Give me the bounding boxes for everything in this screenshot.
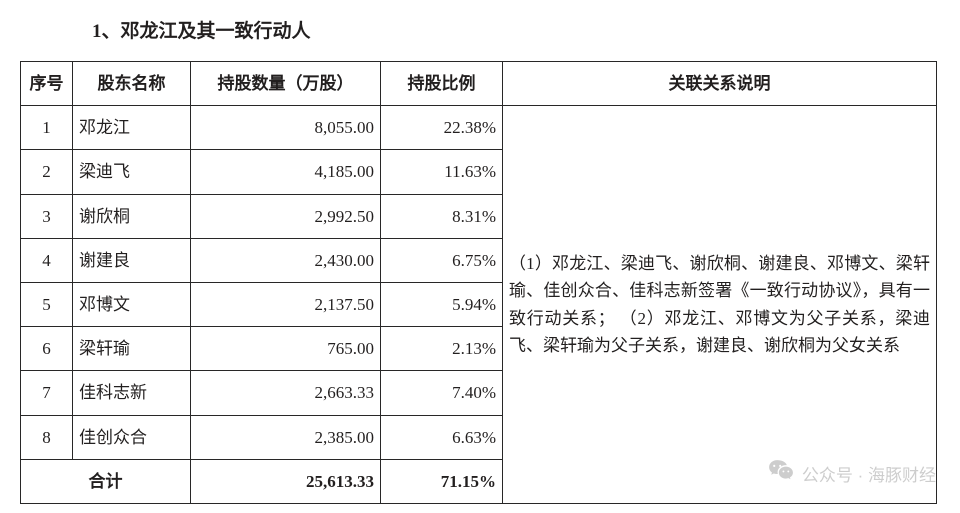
cell-shares: 765.00 bbox=[191, 327, 381, 371]
cell-name: 邓龙江 bbox=[73, 106, 191, 150]
cell-shares: 2,663.33 bbox=[191, 371, 381, 415]
section-title: 1、邓龙江及其一致行动人 bbox=[92, 16, 940, 43]
cell-index: 5 bbox=[21, 282, 73, 326]
cell-shares: 2,385.00 bbox=[191, 415, 381, 459]
col-header-ratio: 持股比例 bbox=[381, 62, 503, 106]
cell-index: 6 bbox=[21, 327, 73, 371]
table-row: 1 邓龙江 8,055.00 22.38% （1）邓龙江、梁迪飞、谢欣桐、谢建良… bbox=[21, 106, 937, 150]
cell-ratio: 11.63% bbox=[381, 150, 503, 194]
cell-index: 2 bbox=[21, 150, 73, 194]
cell-shares: 8,055.00 bbox=[191, 106, 381, 150]
cell-name: 谢欣桐 bbox=[73, 194, 191, 238]
cell-name: 梁迪飞 bbox=[73, 150, 191, 194]
wechat-icon bbox=[768, 458, 794, 489]
cell-name: 佳科志新 bbox=[73, 371, 191, 415]
cell-index: 8 bbox=[21, 415, 73, 459]
col-header-name: 股东名称 bbox=[73, 62, 191, 106]
cell-shares: 2,137.50 bbox=[191, 282, 381, 326]
cell-name: 佳创众合 bbox=[73, 415, 191, 459]
total-ratio: 71.15% bbox=[381, 459, 503, 503]
cell-index: 4 bbox=[21, 238, 73, 282]
total-shares: 25,613.33 bbox=[191, 459, 381, 503]
watermark-text: 公众号 · 海豚财经 bbox=[802, 461, 936, 486]
cell-index: 3 bbox=[21, 194, 73, 238]
cell-ratio: 6.75% bbox=[381, 238, 503, 282]
col-header-desc: 关联关系说明 bbox=[503, 62, 937, 106]
cell-ratio: 8.31% bbox=[381, 194, 503, 238]
cell-ratio: 6.63% bbox=[381, 415, 503, 459]
cell-index: 1 bbox=[21, 106, 73, 150]
cell-name: 邓博文 bbox=[73, 282, 191, 326]
cell-name: 梁轩瑜 bbox=[73, 327, 191, 371]
cell-shares: 2,430.00 bbox=[191, 238, 381, 282]
cell-ratio: 7.40% bbox=[381, 371, 503, 415]
shareholder-table: 序号 股东名称 持股数量（万股） 持股比例 关联关系说明 1 邓龙江 8,055… bbox=[20, 61, 937, 504]
watermark: 公众号 · 海豚财经 bbox=[768, 458, 936, 489]
cell-ratio: 2.13% bbox=[381, 327, 503, 371]
cell-shares: 2,992.50 bbox=[191, 194, 381, 238]
cell-index: 7 bbox=[21, 371, 73, 415]
total-label: 合计 bbox=[21, 459, 191, 503]
cell-shares: 4,185.00 bbox=[191, 150, 381, 194]
col-header-shares: 持股数量（万股） bbox=[191, 62, 381, 106]
cell-ratio: 5.94% bbox=[381, 282, 503, 326]
col-header-index: 序号 bbox=[21, 62, 73, 106]
cell-ratio: 22.38% bbox=[381, 106, 503, 150]
cell-name: 谢建良 bbox=[73, 238, 191, 282]
cell-description: （1）邓龙江、梁迪飞、谢欣桐、谢建良、邓博文、梁轩瑜、佳创众合、佳科志新签署《一… bbox=[503, 106, 937, 504]
